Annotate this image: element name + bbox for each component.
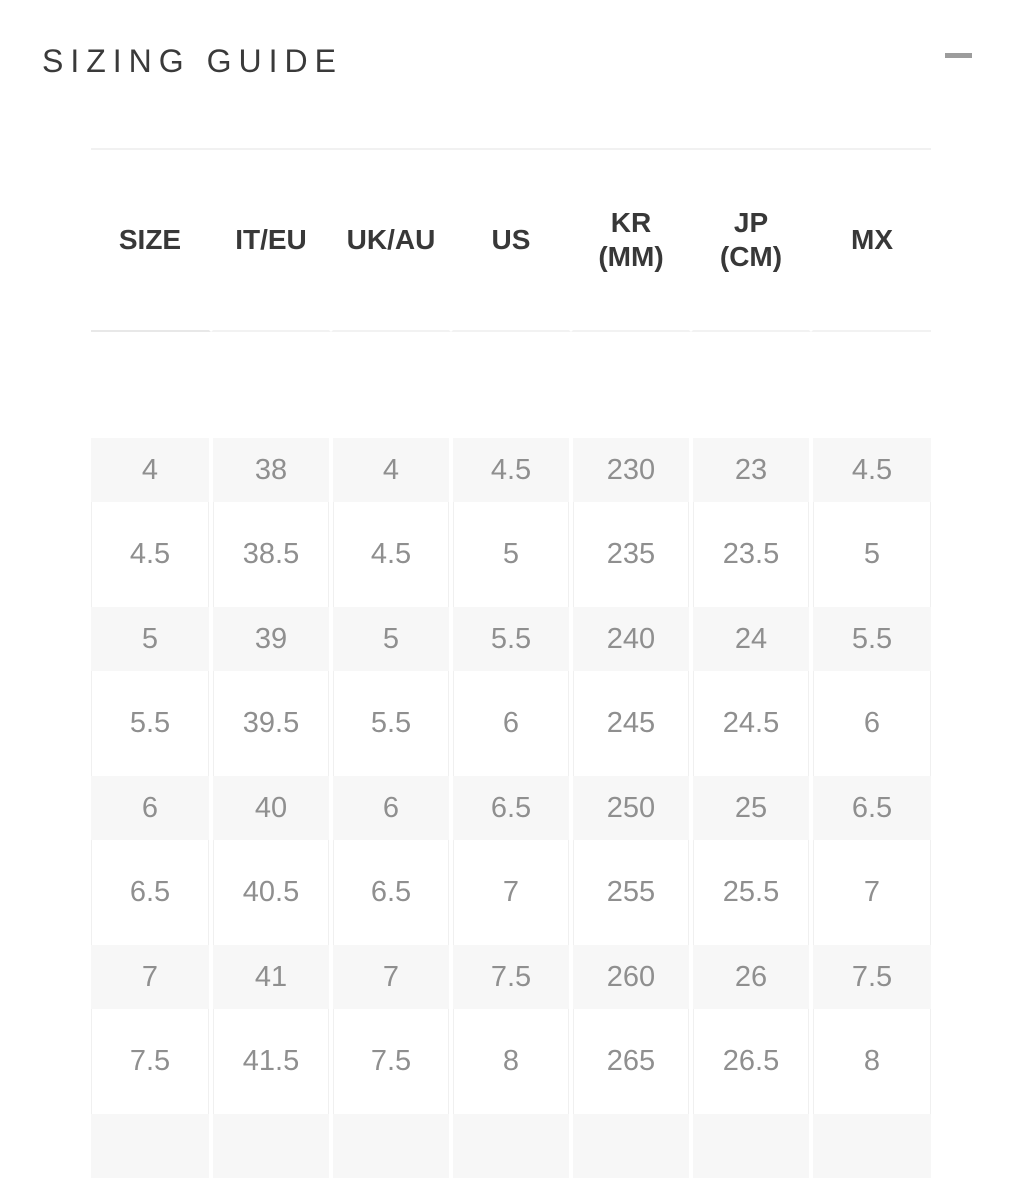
cell-it-eu: 40.5 <box>211 840 331 945</box>
panel-title: SIZING GUIDE <box>42 43 343 79</box>
spacer-cell <box>91 332 931 438</box>
cell-jp-cm: 24.5 <box>691 671 811 776</box>
size-table-body: 4 38 4 4.5 230 23 4.5 4.5 38.5 4.5 5 235 23.5 5 5 39 5 5.… <box>91 438 931 1178</box>
cell-size: 5 <box>91 607 211 671</box>
cell-kr-mm: 255 <box>571 840 691 945</box>
cell-us: 8 <box>451 1009 571 1114</box>
cell-size: 7 <box>91 945 211 1009</box>
size-table-wrap: SIZE IT/EU UK/AU US KR (MM) JP (CM) MX 4… <box>91 148 931 1178</box>
cell-us: 4.5 <box>451 438 571 502</box>
cell-it-eu: 39.5 <box>211 671 331 776</box>
cell-mx: 4.5 <box>811 438 931 502</box>
cell-kr-mm: 240 <box>571 607 691 671</box>
table-row: 4 38 4 4.5 230 23 4.5 <box>91 438 931 502</box>
minus-icon <box>945 53 972 58</box>
cell-us: 5 <box>451 502 571 607</box>
cell-uk-au: 4 <box>331 438 451 502</box>
cell-size: 7.5 <box>91 1009 211 1114</box>
cell-size: 5.5 <box>91 671 211 776</box>
panel-header: SIZING GUIDE <box>0 0 1022 80</box>
cell-mx: 5 <box>811 502 931 607</box>
cell-us: 7 <box>451 840 571 945</box>
cell-uk-au: 5.5 <box>331 671 451 776</box>
cell-jp-cm: 26.5 <box>691 1009 811 1114</box>
cell-mx: 7 <box>811 840 931 945</box>
cell-size <box>91 1114 211 1178</box>
cell-size: 4.5 <box>91 502 211 607</box>
cell-uk-au: 7 <box>331 945 451 1009</box>
cell-mx: 8 <box>811 1009 931 1114</box>
cell-it-eu: 41 <box>211 945 331 1009</box>
table-row-partial <box>91 1114 931 1178</box>
cell-mx: 5.5 <box>811 607 931 671</box>
column-header-jp-cm: JP (CM) <box>691 150 811 332</box>
cell-mx: 7.5 <box>811 945 931 1009</box>
cell-it-eu: 38.5 <box>211 502 331 607</box>
cell-it-eu <box>211 1114 331 1178</box>
cell-uk-au: 6.5 <box>331 840 451 945</box>
cell-jp-cm: 26 <box>691 945 811 1009</box>
cell-us: 6 <box>451 671 571 776</box>
cell-kr-mm: 265 <box>571 1009 691 1114</box>
cell-mx <box>811 1114 931 1178</box>
column-header-mx: MX <box>811 150 931 332</box>
cell-kr-mm: 235 <box>571 502 691 607</box>
cell-kr-mm <box>571 1114 691 1178</box>
table-row: 7.5 41.5 7.5 8 265 26.5 8 <box>91 1009 931 1114</box>
column-header-us: US <box>451 150 571 332</box>
cell-uk-au: 6 <box>331 776 451 840</box>
cell-mx: 6 <box>811 671 931 776</box>
cell-it-eu: 38 <box>211 438 331 502</box>
table-row: 6 40 6 6.5 250 25 6.5 <box>91 776 931 840</box>
size-table: SIZE IT/EU UK/AU US KR (MM) JP (CM) MX 4… <box>91 148 931 1178</box>
cell-us: 7.5 <box>451 945 571 1009</box>
size-table-head: SIZE IT/EU UK/AU US KR (MM) JP (CM) MX <box>91 150 931 438</box>
cell-it-eu: 40 <box>211 776 331 840</box>
cell-kr-mm: 250 <box>571 776 691 840</box>
cell-size: 6 <box>91 776 211 840</box>
cell-jp-cm: 23.5 <box>691 502 811 607</box>
cell-jp-cm: 23 <box>691 438 811 502</box>
cell-it-eu: 41.5 <box>211 1009 331 1114</box>
table-row: 4.5 38.5 4.5 5 235 23.5 5 <box>91 502 931 607</box>
cell-us: 6.5 <box>451 776 571 840</box>
cell-uk-au: 7.5 <box>331 1009 451 1114</box>
column-header-it-eu: IT/EU <box>211 150 331 332</box>
column-header-kr-mm: KR (MM) <box>571 150 691 332</box>
cell-uk-au: 4.5 <box>331 502 451 607</box>
column-header-uk-au: UK/AU <box>331 150 451 332</box>
table-row: 7 41 7 7.5 260 26 7.5 <box>91 945 931 1009</box>
table-row: 6.5 40.5 6.5 7 255 25.5 7 <box>91 840 931 945</box>
cell-uk-au <box>331 1114 451 1178</box>
cell-kr-mm: 260 <box>571 945 691 1009</box>
cell-mx: 6.5 <box>811 776 931 840</box>
table-row: 5.5 39.5 5.5 6 245 24.5 6 <box>91 671 931 776</box>
cell-uk-au: 5 <box>331 607 451 671</box>
cell-jp-cm: 25.5 <box>691 840 811 945</box>
column-header-size: SIZE <box>91 150 211 332</box>
cell-it-eu: 39 <box>211 607 331 671</box>
cell-size: 6.5 <box>91 840 211 945</box>
cell-kr-mm: 230 <box>571 438 691 502</box>
cell-jp-cm: 24 <box>691 607 811 671</box>
cell-jp-cm <box>691 1114 811 1178</box>
cell-us <box>451 1114 571 1178</box>
cell-us: 5.5 <box>451 607 571 671</box>
cell-size: 4 <box>91 438 211 502</box>
table-row: 5 39 5 5.5 240 24 5.5 <box>91 607 931 671</box>
cell-jp-cm: 25 <box>691 776 811 840</box>
spacer-row <box>91 332 931 438</box>
cell-kr-mm: 245 <box>571 671 691 776</box>
collapse-button[interactable] <box>945 47 972 64</box>
header-row: SIZE IT/EU UK/AU US KR (MM) JP (CM) MX <box>91 150 931 332</box>
